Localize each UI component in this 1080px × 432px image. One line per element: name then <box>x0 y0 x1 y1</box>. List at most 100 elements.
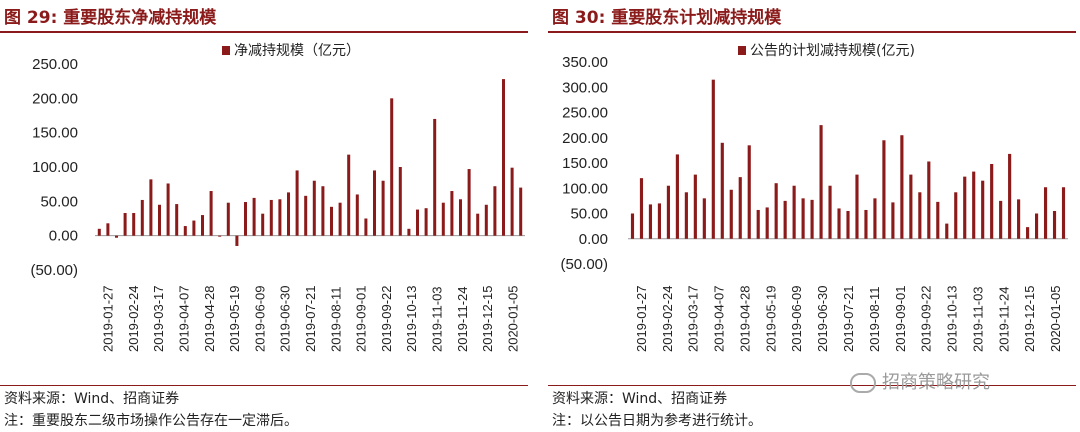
bar <box>424 208 428 236</box>
x-tick-label: 2019-11-03 <box>970 286 985 352</box>
bar <box>990 164 994 239</box>
figure-29-note: 注：重要股东二级市场操作公告存在一定滞后。 <box>4 413 298 429</box>
x-tick-label: 2019-09-01 <box>893 286 908 353</box>
bar <box>963 176 967 239</box>
bar <box>355 194 359 236</box>
bar <box>149 179 153 236</box>
bar <box>720 142 724 239</box>
bar <box>774 183 778 239</box>
x-tick-label: 2020-01-05 <box>1048 286 1063 353</box>
x-tick-label: 2019-11-24 <box>455 286 470 352</box>
figure-30-panel: 图 30: 重要股东计划减持规模 公告的计划减持规模(亿元) (50.00) 0.0… <box>548 0 1080 432</box>
x-tick-label: 2019-05-19 <box>763 286 778 353</box>
bar <box>702 198 706 239</box>
y-tick-label: (50.00) <box>30 262 78 279</box>
bar <box>106 223 110 236</box>
y-tick-label: (50.00) <box>560 256 608 273</box>
x-tick-label: 2019-05-19 <box>227 286 242 353</box>
bar <box>630 213 635 239</box>
figure-30-source: 资料来源：Wind、招商证券 <box>552 391 728 407</box>
bar <box>729 189 733 239</box>
watermark: 招商策略研究 <box>850 368 990 394</box>
bottom-rule <box>548 385 1076 386</box>
figure-30-title: 图 30: 重要股东计划减持规模 <box>552 8 782 28</box>
bar <box>1052 210 1057 239</box>
bar <box>390 98 394 236</box>
bar <box>433 118 437 236</box>
bar <box>864 209 868 239</box>
y-tick-label: 50.00 <box>570 206 608 223</box>
bar <box>501 79 506 236</box>
bar <box>372 170 377 236</box>
bar <box>338 202 342 236</box>
bar <box>192 220 196 236</box>
bar <box>312 180 316 236</box>
bar <box>132 213 136 236</box>
x-tick-label: 2019-07-21 <box>841 286 856 353</box>
legend-label: 净减持规模（亿元） <box>234 43 360 59</box>
bar <box>493 186 497 236</box>
title-rule <box>0 31 528 33</box>
x-tick-label: 2019-10-13 <box>945 286 960 353</box>
bar <box>954 192 958 239</box>
legend-swatch <box>222 46 230 55</box>
bar <box>900 135 904 239</box>
bar <box>175 204 179 236</box>
bar <box>458 199 463 236</box>
bar <box>999 200 1003 239</box>
bar <box>166 183 170 236</box>
bar <box>1017 199 1021 239</box>
bar <box>648 204 653 239</box>
bar <box>837 208 841 239</box>
bar <box>243 202 248 236</box>
bar <box>927 161 931 239</box>
bar <box>97 228 101 236</box>
x-tick-label: 2019-04-07 <box>177 286 192 353</box>
x-tick-label: 2019-08-11 <box>867 286 882 352</box>
bar <box>304 195 308 236</box>
y-tick-label: 100.00 <box>562 180 608 197</box>
bar <box>252 197 256 236</box>
bar <box>1043 187 1048 239</box>
bar <box>140 199 144 236</box>
x-tick-label: 2019-01-27 <box>634 286 649 353</box>
figure-29-source: 资料来源：Wind、招商证券 <box>4 391 180 407</box>
bar <box>747 145 751 239</box>
bar <box>846 210 850 239</box>
bar <box>756 209 760 239</box>
bar <box>909 174 913 239</box>
bar <box>321 186 325 236</box>
y-tick-label: 300.00 <box>562 79 608 96</box>
watermark-text: 招商策略研究 <box>882 372 990 393</box>
bar <box>855 174 859 239</box>
x-tick-label: 2019-04-28 <box>202 286 217 353</box>
net-reduction-chart: 净减持规模（亿元） (50.00) 0.00 50.00 100.00 150.00 200… <box>30 43 525 353</box>
legend-label: 公告的计划减持规模(亿元) <box>750 43 915 59</box>
x-tick-label: 2019-10-13 <box>404 286 419 353</box>
bar <box>891 202 895 239</box>
bar <box>476 213 480 236</box>
x-tick-label: 2019-03-17 <box>686 286 701 353</box>
x-tick-label: 2019-09-01 <box>354 286 369 353</box>
y-tick-label: 0.00 <box>579 231 608 248</box>
bar <box>1061 187 1066 239</box>
bar <box>765 207 769 239</box>
bar <box>441 202 445 236</box>
bar <box>114 235 119 238</box>
bar <box>450 191 454 236</box>
x-tick-label: 2019-09-22 <box>379 286 394 353</box>
x-tick-label: 2019-06-09 <box>252 286 267 353</box>
bar <box>295 170 299 236</box>
x-tick-label: 2019-08-11 <box>328 286 343 352</box>
bar <box>278 199 282 236</box>
bar <box>801 198 805 239</box>
x-tick-label: 2019-01-27 <box>101 286 116 353</box>
x-tick-label: 2019-07-21 <box>303 286 318 353</box>
y-tick-label: 0.00 <box>49 228 78 245</box>
title-rule <box>548 31 1076 33</box>
bar <box>828 185 832 239</box>
bar <box>639 178 644 239</box>
x-tick-label: 2019-03-17 <box>151 286 166 353</box>
x-tick-label: 2019-09-22 <box>919 286 934 353</box>
bar <box>218 235 222 237</box>
